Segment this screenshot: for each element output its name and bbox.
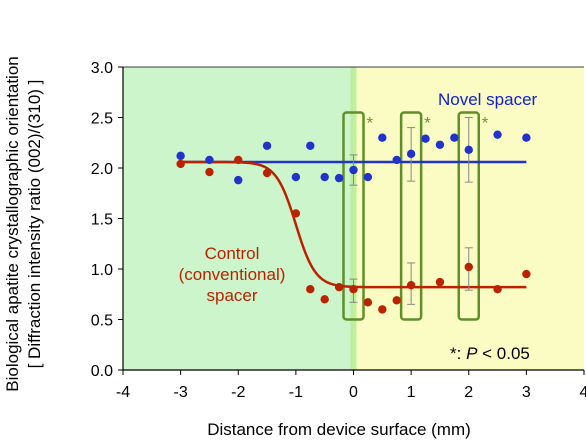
- control-spacer-point: [291, 209, 301, 218]
- control-spacer-point: [234, 155, 243, 165]
- novel-spacer-point: [176, 151, 185, 161]
- y-tick-marks: [118, 66, 123, 371]
- control-label-line2: (conventional): [179, 265, 286, 284]
- control-spacer-point: [334, 282, 344, 292]
- novel-spacer-point: [234, 175, 243, 185]
- significance-asterisk: *: [482, 113, 489, 132]
- novel-spacer-point: [392, 155, 401, 165]
- control-spacer-point: [406, 280, 416, 290]
- novel-spacer-point: [334, 173, 344, 183]
- background-region: [123, 67, 354, 370]
- control-spacer-point: [205, 167, 214, 177]
- x-tick-label: 1: [407, 384, 416, 401]
- control-spacer-point: [464, 262, 473, 272]
- novel-spacer-point: [406, 149, 416, 159]
- significance-legend: *: P < 0.05: [450, 344, 530, 363]
- significance-box: [457, 111, 480, 321]
- novel-spacer-point: [262, 141, 272, 150]
- y-axis-label-line1: Biological apatite crystallographic orie…: [3, 56, 22, 391]
- control-spacer-point: [176, 159, 185, 169]
- control-spacer-point: [522, 269, 531, 279]
- control-spacer-point: [435, 277, 445, 287]
- novel-spacer-point: [320, 172, 329, 182]
- novel-spacer-point: [493, 130, 502, 139]
- x-tick-label: -3: [174, 384, 188, 401]
- data-points: [176, 130, 531, 314]
- plot-frame: [122, 66, 585, 375]
- novel-spacer-point: [464, 145, 473, 155]
- novel-spacer-point: [450, 133, 459, 142]
- control-spacer-point: [320, 295, 329, 304]
- x-axis-label: Distance from device surface (mm): [207, 420, 471, 439]
- control-label-line1: Control: [205, 244, 260, 263]
- novel-spacer-point: [306, 141, 315, 150]
- y-tick-label: 0.5: [91, 313, 113, 330]
- x-tick-label: -4: [116, 384, 130, 401]
- x-tick-labels: -4 -3 -2 -1 0 1 2 3 4: [116, 384, 586, 401]
- novel-spacer-point: [421, 134, 430, 143]
- control-spacer-point: [378, 305, 387, 314]
- significance-box: [399, 111, 423, 321]
- y-tick-labels: 0.0 0.5 1.0 1.5 2.0 2.5 3.0: [91, 60, 113, 380]
- control-label-line3: spacer: [206, 286, 257, 305]
- x-tick-label: 0: [349, 384, 358, 401]
- novel-spacer-label: Novel spacer: [438, 90, 538, 109]
- significance-asterisk: *: [424, 113, 431, 132]
- control-spacer-point: [306, 285, 315, 294]
- y-tick-label: 0.0: [91, 363, 113, 380]
- x-tick-label: 3: [522, 384, 531, 401]
- novel-spacer-point: [378, 133, 387, 142]
- control-spacer-point: [262, 168, 272, 178]
- significance-asterisk: *: [367, 113, 374, 132]
- novel-spacer-point: [435, 140, 445, 149]
- novel-spacer-point: [349, 165, 358, 175]
- x-tick-label: -2: [231, 384, 245, 401]
- novel-spacer-point: [291, 172, 301, 182]
- y-axis-label-line2: [ Diffraction intensity ratio (002)/(310…: [25, 80, 44, 369]
- control-spacer-point: [363, 298, 373, 307]
- novel-spacer-point: [522, 133, 531, 142]
- significance-box: [342, 111, 365, 321]
- control-spacer-point: [349, 285, 358, 294]
- x-tick-label: 2: [464, 384, 473, 401]
- region-boundary: [350, 67, 357, 370]
- x-tick-label: 4: [580, 384, 586, 401]
- y-tick-label: 2.0: [91, 161, 113, 178]
- y-tick-label: 2.5: [91, 111, 113, 128]
- control-spacer-point: [493, 285, 502, 294]
- novel-spacer-point: [363, 172, 373, 182]
- significance-boxes: * * *: [342, 111, 489, 321]
- control-spacer-point: [392, 296, 401, 305]
- novel-spacer-point: [205, 155, 214, 165]
- y-tick-label: 3.0: [91, 60, 113, 77]
- y-tick-label: 1.5: [91, 212, 113, 229]
- y-tick-label: 1.0: [91, 262, 113, 279]
- x-tick-label: -1: [289, 384, 303, 401]
